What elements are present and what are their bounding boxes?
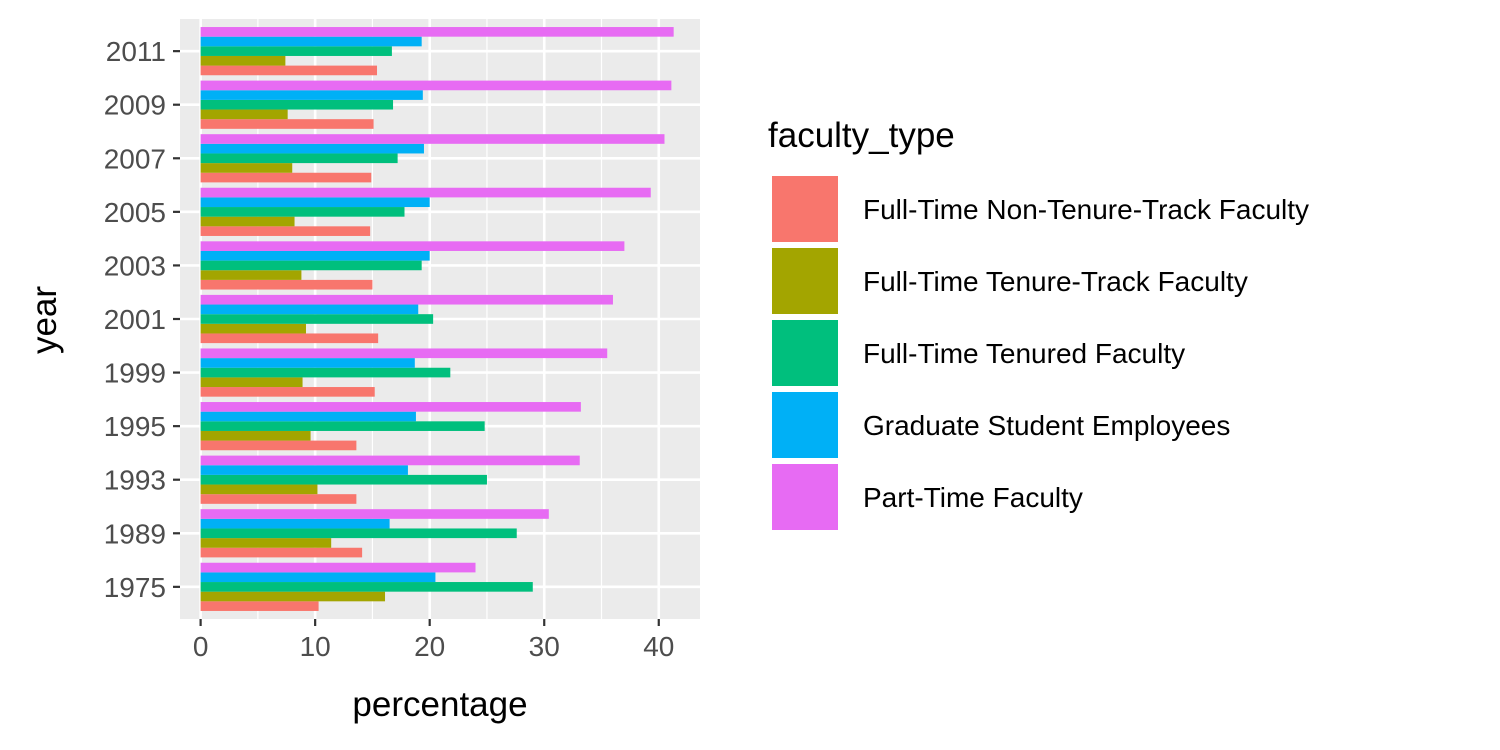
- bar: [200, 333, 379, 344]
- y-tick-label: 2011: [106, 36, 166, 67]
- bar: [200, 134, 665, 144]
- bar: [200, 216, 295, 227]
- legend-label: Full-Time Tenured Faculty: [863, 338, 1185, 369]
- legend-label: Full-Time Non-Tenure-Track Faculty: [863, 194, 1309, 225]
- bar: [200, 430, 311, 441]
- y-tick-label: 2007: [104, 143, 166, 174]
- bar: [200, 250, 430, 261]
- bar: [200, 294, 613, 305]
- bar: [200, 562, 476, 573]
- bar: [200, 143, 424, 154]
- bar: [200, 207, 405, 217]
- bar: [200, 387, 375, 397]
- bar: [200, 197, 430, 208]
- bar: [200, 172, 372, 183]
- bar: [200, 465, 408, 475]
- bar: [200, 484, 318, 495]
- bar: [200, 421, 485, 431]
- bar: [200, 36, 422, 47]
- y-tick-label: 2005: [104, 197, 166, 228]
- bar: [200, 260, 422, 271]
- bar: [200, 518, 390, 529]
- bar: [200, 323, 306, 334]
- bar: [200, 153, 398, 164]
- x-tick-label: 30: [529, 631, 560, 662]
- bar: [200, 163, 293, 173]
- bar: [200, 358, 415, 368]
- bar: [200, 80, 672, 91]
- legend-key: [772, 248, 838, 314]
- bar: [200, 538, 332, 548]
- bar: [200, 440, 357, 451]
- legend-key: [772, 176, 838, 242]
- bar: [200, 474, 487, 485]
- legend: faculty_type Full-Time Non-Tenure-Track …: [768, 116, 1309, 530]
- bar: [200, 572, 436, 583]
- bar: [200, 55, 286, 66]
- legend-key: [772, 464, 838, 530]
- bar: [200, 46, 392, 56]
- x-tick-label: 10: [300, 631, 331, 662]
- bar: [200, 65, 378, 76]
- bar: [200, 348, 608, 359]
- legend-key: [772, 392, 838, 458]
- bar: [200, 377, 303, 388]
- bar: [200, 494, 357, 504]
- y-tick-label: 1975: [104, 572, 166, 603]
- bar: [200, 455, 580, 466]
- x-tick-label: 40: [643, 631, 674, 662]
- y-tick-label: 2001: [104, 304, 166, 335]
- bar: [200, 241, 625, 251]
- y-tick-label: 1995: [104, 411, 166, 442]
- bar: [200, 547, 363, 558]
- y-tick-label: 1999: [104, 358, 166, 389]
- legend-title: faculty_type: [768, 116, 955, 155]
- bar: [200, 270, 302, 280]
- bar: [200, 187, 651, 198]
- bar: [200, 509, 549, 519]
- bar: [200, 90, 423, 100]
- bar: [200, 582, 533, 592]
- x-tick-label: 20: [414, 631, 445, 662]
- bar: [200, 411, 416, 422]
- y-tick-label: 1993: [104, 465, 166, 496]
- y-axis-title: year: [25, 286, 64, 354]
- x-tick-label: 0: [193, 631, 209, 662]
- bar: [200, 99, 394, 110]
- bar: [200, 528, 517, 539]
- y-tick-label: 1989: [104, 518, 166, 549]
- x-axis-title: percentage: [352, 685, 527, 724]
- bar: [200, 119, 374, 129]
- bar: [200, 367, 451, 378]
- bars: [200, 27, 674, 611]
- legend-key: [772, 320, 838, 386]
- bar: [200, 27, 674, 37]
- bar: [200, 591, 386, 602]
- legend-label: Full-Time Tenure-Track Faculty: [863, 266, 1248, 297]
- bar: [200, 226, 371, 236]
- legend-label: Graduate Student Employees: [863, 410, 1230, 441]
- bar: [200, 304, 419, 315]
- y-tick-label: 2009: [104, 90, 166, 121]
- bar: [200, 279, 373, 290]
- bar: [200, 601, 319, 611]
- bar: [200, 402, 581, 412]
- bar: [200, 109, 288, 120]
- axes: 0 10 20 30 40 1975 1989 1993 1995 1999 2001 2003 200…: [104, 36, 675, 662]
- legend-label: Part-Time Faculty: [863, 482, 1083, 513]
- y-tick-label: 2003: [104, 250, 166, 281]
- bar: [200, 314, 434, 324]
